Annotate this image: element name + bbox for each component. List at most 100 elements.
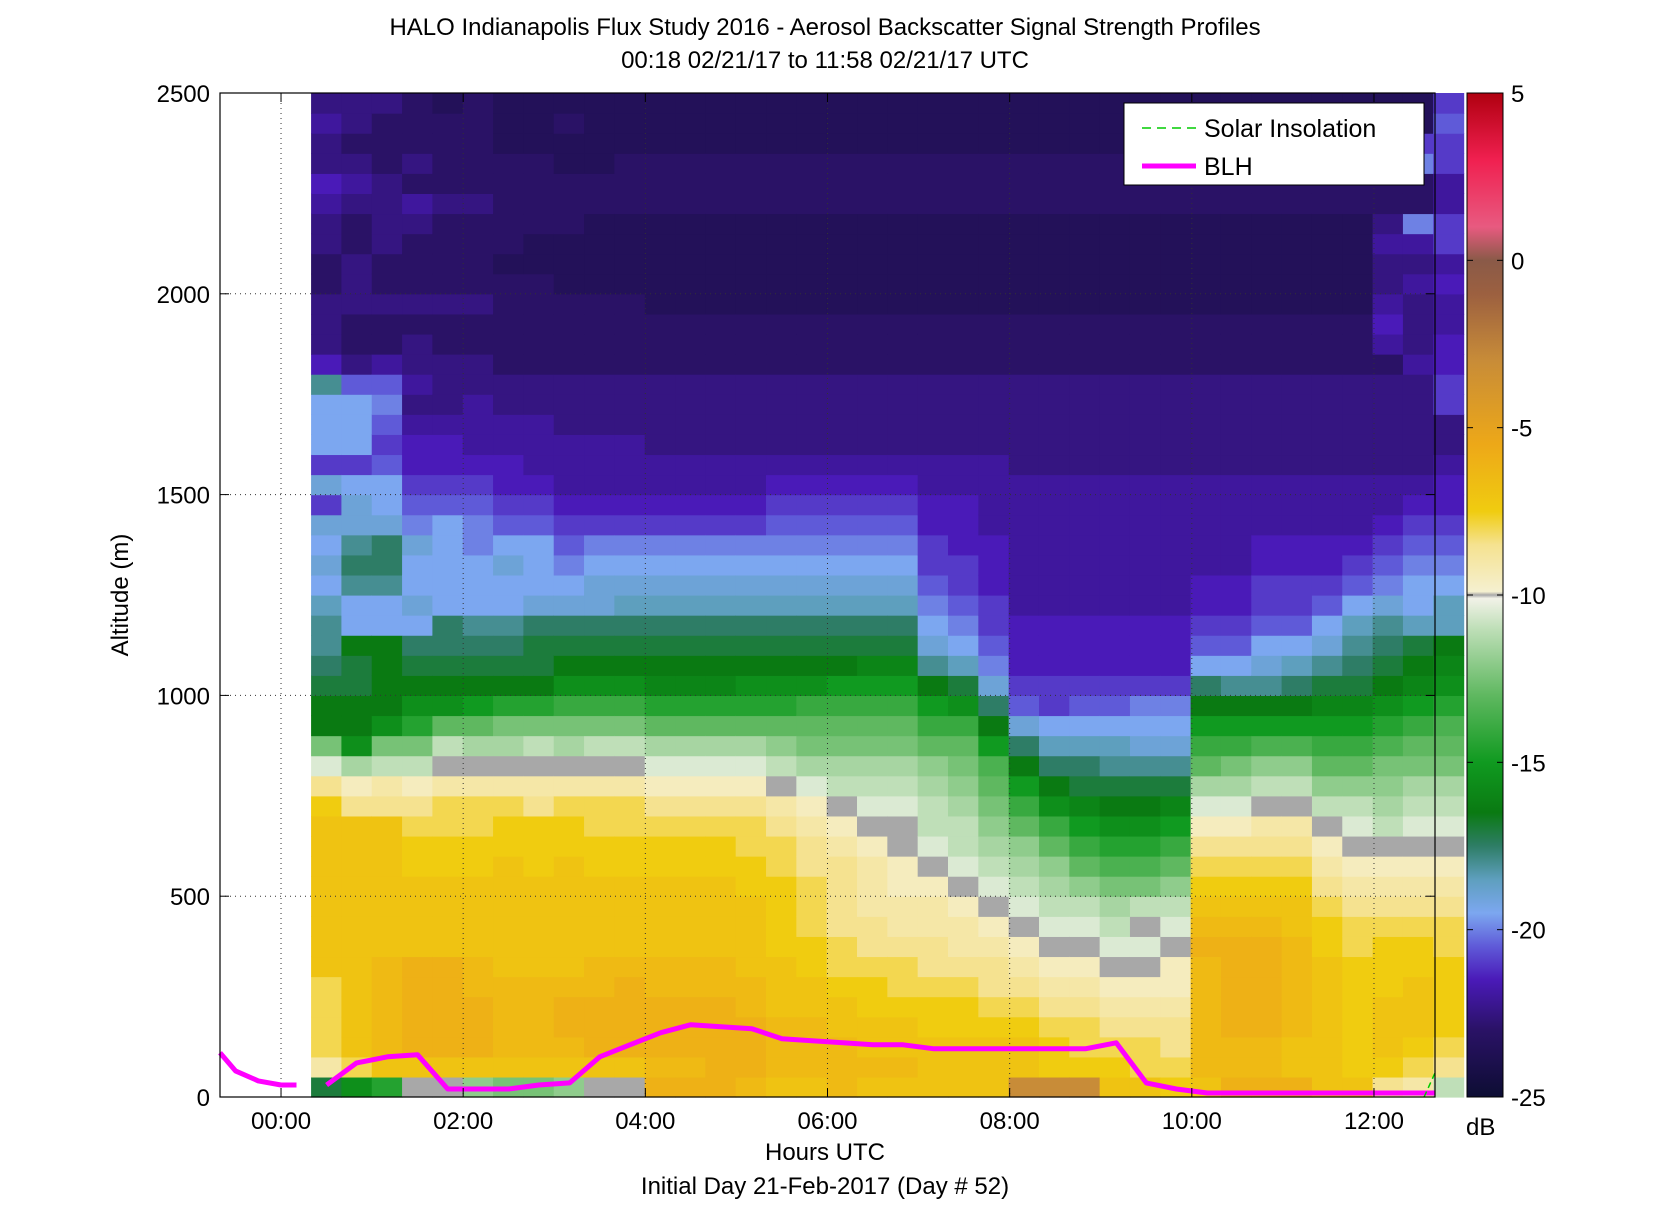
heatmap-cell — [978, 374, 1010, 395]
heatmap-cell — [584, 133, 615, 154]
heatmap-cell — [1220, 374, 1252, 395]
heatmap-cell — [1311, 835, 1343, 857]
heatmap-cell — [1281, 715, 1313, 737]
heatmap-cell — [523, 615, 555, 636]
heatmap-cell — [675, 1036, 706, 1058]
heatmap-cell — [1069, 173, 1101, 194]
heatmap-cell — [887, 996, 919, 1018]
heatmap-cell — [432, 313, 464, 335]
heatmap-cell — [826, 113, 858, 134]
heatmap-cell — [1433, 554, 1465, 576]
heatmap-cell — [675, 916, 706, 937]
heatmap-cell — [1129, 414, 1161, 435]
heatmap-cell — [1008, 815, 1040, 837]
heatmap-cell — [371, 414, 403, 435]
heatmap-cell — [1069, 996, 1101, 1018]
heatmap-cell — [1129, 313, 1161, 335]
heatmap-cell — [978, 1056, 1010, 1078]
heatmap-cell — [1069, 354, 1101, 375]
heatmap-cell — [584, 856, 615, 877]
heatmap-cell — [887, 695, 919, 717]
heatmap-cell — [1311, 675, 1343, 696]
heatmap-cell — [978, 474, 1010, 496]
heatmap-cell — [371, 253, 403, 275]
heatmap-cell — [1190, 775, 1222, 797]
heatmap-cell — [1220, 615, 1252, 636]
heatmap-cell — [432, 595, 464, 616]
heatmap-cell — [857, 173, 888, 194]
heatmap-cell — [1099, 1016, 1131, 1038]
heatmap-cell — [705, 213, 737, 235]
heatmap-cell — [1433, 655, 1465, 676]
heatmap-cell — [553, 93, 585, 114]
heatmap-cell — [1008, 635, 1040, 656]
heatmap-cell — [584, 414, 615, 435]
heatmap-cell — [857, 635, 888, 656]
heatmap-cell — [584, 695, 615, 717]
heatmap-cell — [371, 173, 403, 194]
heatmap-cell — [432, 795, 464, 817]
heatmap-cell — [705, 574, 737, 596]
heatmap-cell — [705, 394, 737, 415]
heatmap-cell — [371, 976, 403, 998]
heatmap-cell — [1129, 213, 1161, 235]
heatmap-cell — [1129, 755, 1161, 777]
heatmap-cell — [371, 916, 403, 937]
heatmap-cell — [948, 695, 979, 717]
heatmap-cell — [311, 615, 343, 636]
heatmap-cell — [735, 153, 767, 174]
heatmap-cell — [1433, 675, 1465, 696]
heatmap-cell — [675, 554, 706, 576]
heatmap-cell — [1402, 354, 1434, 375]
heatmap-cell — [675, 133, 706, 154]
heatmap-cell — [857, 454, 888, 476]
heatmap-cell — [493, 233, 524, 255]
heatmap-cell — [523, 815, 555, 837]
heatmap-cell — [584, 574, 615, 596]
heatmap-cell — [493, 815, 524, 837]
heatmap-cell — [371, 996, 403, 1018]
heatmap-cell — [493, 1016, 524, 1038]
heatmap-cell — [1099, 333, 1131, 355]
heatmap-cell — [948, 936, 979, 958]
heatmap-cell — [1342, 333, 1374, 355]
heatmap-cell — [917, 835, 949, 857]
heatmap-cell — [523, 93, 555, 114]
heatmap-cell — [857, 93, 888, 114]
heatmap-cell — [705, 454, 737, 476]
heatmap-cell — [584, 333, 615, 355]
heatmap-cell — [826, 735, 858, 757]
heatmap-cell — [1342, 715, 1374, 737]
heatmap-cell — [341, 534, 373, 556]
heatmap-cell — [978, 534, 1010, 556]
heatmap-cell — [1220, 354, 1252, 375]
heatmap-cell — [978, 454, 1010, 476]
heatmap-cell — [1251, 936, 1283, 958]
heatmap-cell — [766, 815, 797, 837]
heatmap-cell — [857, 936, 888, 958]
heatmap-cell — [402, 1016, 433, 1038]
heatmap-cell — [766, 173, 797, 194]
heatmap-cell — [1069, 514, 1101, 536]
heatmap-cell — [341, 876, 373, 897]
heatmap-cell — [887, 956, 919, 978]
heatmap-cell — [978, 976, 1010, 998]
heatmap-cell — [1160, 534, 1192, 556]
heatmap-cell — [1008, 936, 1040, 958]
heatmap-cell — [553, 273, 585, 295]
heatmap-cell — [311, 896, 343, 917]
heatmap-cell — [402, 1076, 433, 1098]
heatmap-cell — [766, 574, 797, 596]
heatmap-cell — [644, 193, 676, 215]
heatmap-cell — [1281, 213, 1313, 235]
heatmap-cell — [493, 936, 524, 958]
heatmap-cell — [1251, 193, 1283, 215]
heatmap-cell — [341, 333, 373, 355]
heatmap-cell — [887, 574, 919, 596]
heatmap-cell — [796, 856, 828, 877]
heatmap-cell — [887, 133, 919, 154]
heatmap-cell — [917, 1016, 949, 1038]
heatmap-cell — [1372, 193, 1404, 215]
heatmap-cell — [1099, 936, 1131, 958]
heatmap-cell — [1160, 595, 1192, 616]
